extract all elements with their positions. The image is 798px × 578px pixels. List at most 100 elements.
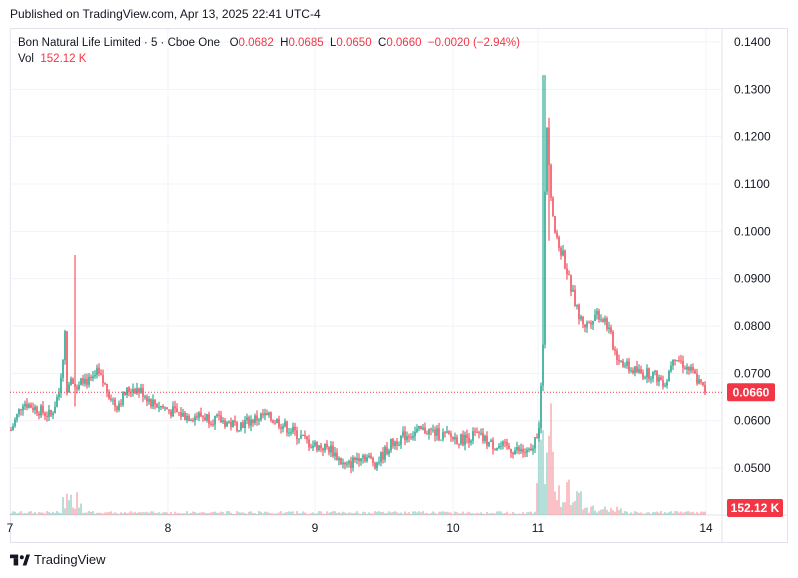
candle-body bbox=[580, 316, 582, 320]
candle-body bbox=[204, 417, 206, 421]
candle-body bbox=[172, 406, 174, 417]
candle-body bbox=[368, 455, 370, 458]
volume-bar bbox=[584, 507, 586, 515]
candle-body bbox=[402, 431, 404, 436]
volume-bar bbox=[62, 497, 64, 515]
volume-bar bbox=[234, 513, 236, 515]
volume-bar bbox=[390, 512, 392, 515]
volume-bar bbox=[600, 509, 602, 515]
volume-bar bbox=[206, 513, 208, 515]
volume-bar bbox=[68, 500, 70, 515]
tradingview-logo-icon bbox=[10, 554, 30, 565]
volume-bar bbox=[622, 512, 624, 515]
volume-bar bbox=[378, 511, 380, 515]
candle-body bbox=[88, 376, 90, 385]
volume-bar bbox=[648, 512, 650, 515]
candle-body bbox=[512, 452, 514, 455]
candle-body bbox=[184, 412, 186, 421]
volume-bar bbox=[682, 512, 684, 515]
tradingview-footer[interactable]: TradingView bbox=[10, 552, 106, 567]
candle-body bbox=[318, 445, 320, 451]
volume-bar bbox=[492, 513, 494, 515]
volume-bar bbox=[160, 513, 162, 515]
volume-bar bbox=[120, 512, 122, 515]
volume-bar bbox=[670, 511, 672, 515]
y-tick-label: 0.1000 bbox=[734, 224, 771, 238]
candle-body bbox=[488, 442, 490, 446]
volume-bar bbox=[72, 507, 74, 515]
candle-body bbox=[424, 427, 426, 434]
candle-body bbox=[254, 415, 256, 424]
candle-body bbox=[140, 387, 142, 393]
volume-bar bbox=[564, 502, 566, 515]
volume-bar bbox=[618, 510, 620, 515]
volume-bar bbox=[352, 513, 354, 515]
volume-bar bbox=[96, 512, 98, 515]
volume-bar bbox=[362, 511, 364, 515]
volume-badge-label: 152.12 K bbox=[731, 501, 780, 515]
volume-bar bbox=[662, 513, 664, 515]
candle-body bbox=[460, 434, 462, 444]
candle-body bbox=[64, 331, 66, 361]
candle-body bbox=[242, 422, 244, 429]
volume-bar bbox=[638, 512, 640, 515]
brand-name: TradingView bbox=[34, 552, 106, 567]
candle-body bbox=[296, 430, 298, 440]
candle-body bbox=[640, 369, 642, 373]
candle-body bbox=[558, 237, 560, 248]
volume-bar bbox=[304, 512, 306, 515]
volume-bar bbox=[110, 511, 112, 515]
candle-body bbox=[150, 399, 152, 407]
candle-body bbox=[680, 360, 682, 362]
candle-body bbox=[348, 461, 350, 464]
candle-body bbox=[222, 420, 224, 423]
volume-bar bbox=[380, 511, 382, 515]
volume-bar bbox=[576, 491, 578, 515]
volume-bar bbox=[222, 512, 224, 515]
candle-body bbox=[464, 434, 466, 445]
volume-bar bbox=[226, 511, 228, 515]
volume-bar bbox=[520, 513, 522, 515]
candle-body bbox=[210, 423, 212, 425]
volume-bar bbox=[308, 513, 310, 515]
candle-body bbox=[492, 440, 494, 450]
candle-body bbox=[648, 368, 650, 379]
close-value: 0.0660 bbox=[386, 37, 422, 49]
volume-bar bbox=[286, 512, 288, 515]
volume-bar bbox=[372, 513, 374, 515]
volume-bar bbox=[494, 513, 496, 515]
volume-bar bbox=[150, 511, 152, 515]
candle-body bbox=[148, 399, 150, 402]
volume-bar bbox=[654, 512, 656, 515]
volume-bar bbox=[642, 513, 644, 515]
volume-bar bbox=[570, 505, 572, 515]
candle-body bbox=[62, 360, 64, 378]
candle-body bbox=[682, 361, 684, 368]
volume-bar bbox=[478, 513, 480, 515]
volume-bar bbox=[214, 511, 216, 515]
volume-bar bbox=[486, 511, 488, 515]
candle-body bbox=[562, 250, 564, 256]
volume-label: Vol bbox=[18, 53, 34, 65]
y-tick-label: 0.1200 bbox=[734, 130, 771, 144]
volume-bar bbox=[634, 511, 636, 515]
candle-body bbox=[560, 247, 562, 256]
volume-bar bbox=[330, 511, 332, 515]
volume-bar bbox=[228, 511, 230, 515]
volume-bar bbox=[656, 511, 658, 515]
volume-bar bbox=[658, 512, 660, 515]
candle-body bbox=[438, 428, 440, 440]
candle-body bbox=[36, 406, 38, 414]
candle-body bbox=[104, 383, 106, 385]
candle-body bbox=[668, 370, 670, 382]
candle-body bbox=[246, 417, 248, 421]
volume-bar bbox=[426, 512, 428, 515]
candle-body bbox=[664, 385, 666, 387]
candle-body bbox=[522, 448, 524, 453]
candle-body bbox=[328, 447, 330, 453]
candle-body bbox=[546, 127, 548, 192]
candle-body bbox=[330, 445, 332, 453]
candle-body bbox=[462, 434, 464, 445]
volume-bar bbox=[166, 512, 168, 515]
candle-body bbox=[252, 419, 254, 424]
